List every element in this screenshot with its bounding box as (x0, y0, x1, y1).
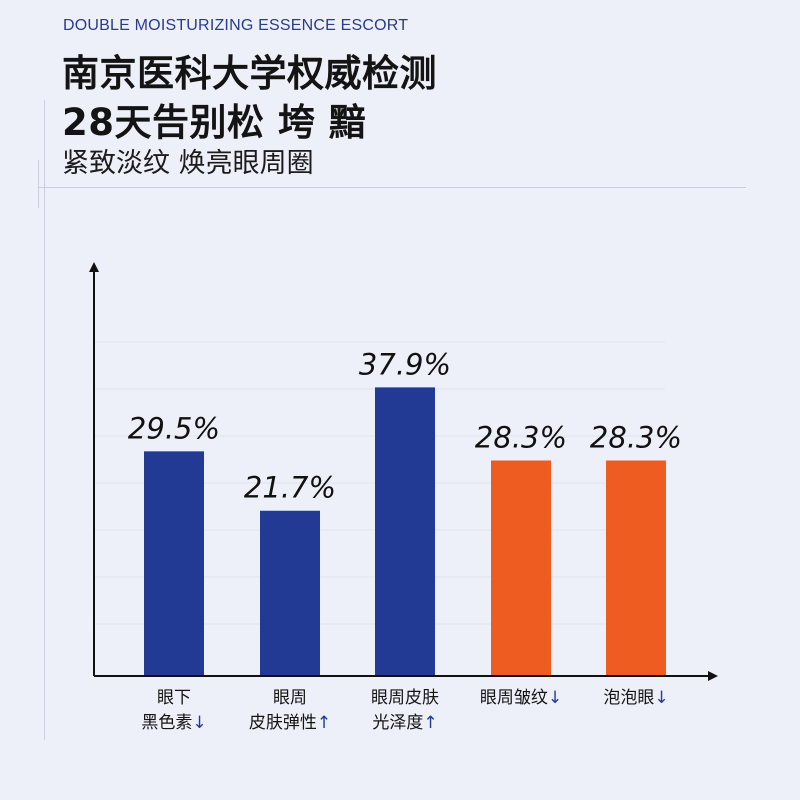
divider-vertical (44, 100, 45, 740)
value-labels: 29.5% 21.7% 37.9% 28.3% 28.3% (128, 347, 682, 504)
value-label-4: 28.3% (475, 420, 567, 454)
headline-line-2: 28天告别松 垮 黯 (62, 101, 367, 144)
category-label-2-line-2: 皮肤弹性↑ (249, 713, 331, 733)
bar-1 (144, 451, 204, 676)
bar-4 (491, 460, 551, 676)
axes (89, 262, 718, 681)
divider-vertical-short (38, 160, 39, 208)
bar-5 (606, 460, 666, 676)
x-axis-arrow (708, 671, 718, 681)
divider-horizontal (38, 187, 746, 188)
bars (144, 387, 666, 676)
arrow-up-icon: ↑ (423, 713, 437, 733)
y-axis-arrow (89, 262, 99, 272)
category-label-3-line-1: 眼周皮肤 (371, 688, 439, 708)
category-label-1-line-2: 黑色素↓ (141, 713, 206, 733)
bar-3 (375, 387, 435, 676)
value-label-2: 21.7% (244, 471, 336, 505)
category-label-5-line-1: 泡泡眼↓ (603, 688, 668, 708)
value-label-3: 37.9% (359, 347, 451, 381)
arrow-down-icon: ↓ (192, 713, 206, 733)
bar-2 (260, 510, 320, 676)
category-label-3-line-2: 光泽度↑ (372, 713, 437, 733)
category-label-2-line-1: 眼周 (273, 688, 307, 708)
arrow-up-icon: ↑ (317, 713, 331, 733)
english-subtitle: DOUBLE MOISTURIZING ESSENCE ESCORT (63, 17, 409, 34)
arrow-down-icon: ↓ (548, 688, 562, 708)
value-label-5: 28.3% (590, 420, 682, 454)
category-label-1-line-1: 眼下 (157, 688, 191, 708)
value-label-1: 29.5% (128, 411, 220, 445)
tagline: 紧致淡纹 焕亮眼周圈 (62, 148, 314, 179)
arrow-down-icon: ↓ (654, 688, 668, 708)
category-label-4-line-1: 眼周皱纹↓ (480, 688, 562, 708)
headline-line-1: 南京医科大学权威检测 (62, 52, 437, 95)
